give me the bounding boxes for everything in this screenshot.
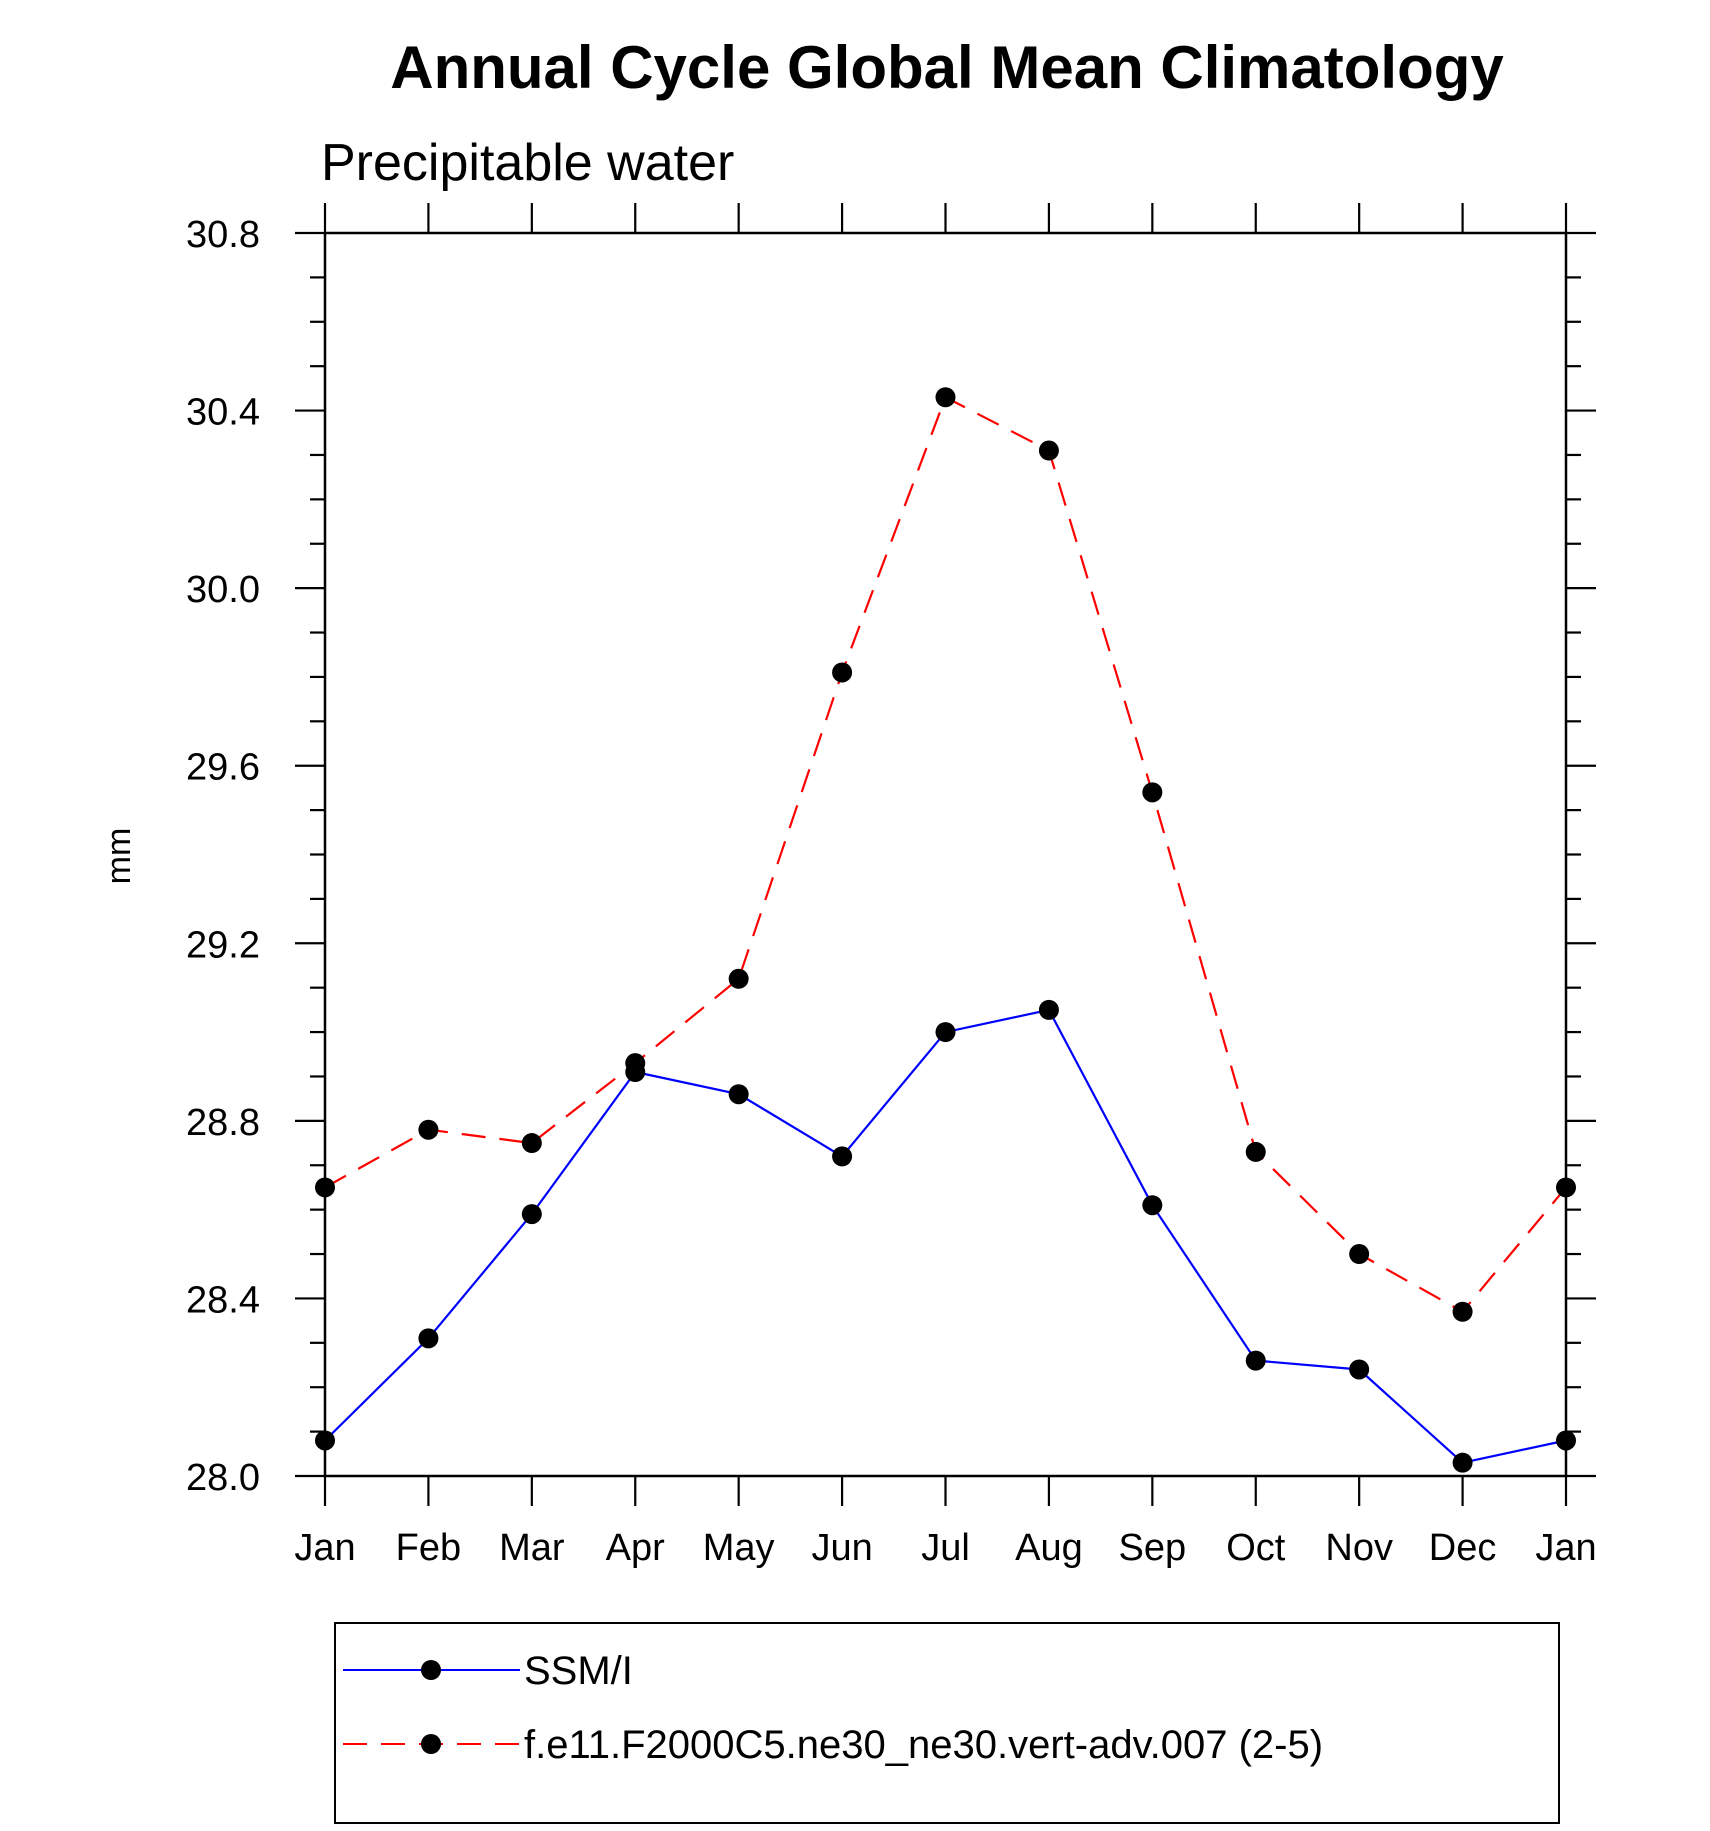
y-tick-label: 30.8 [186, 214, 260, 256]
data-point [1349, 1244, 1370, 1265]
plot-series [315, 387, 1576, 1473]
data-point [418, 1119, 439, 1140]
legend-label-model: f.e11.F2000C5.ne30_ne30.vert-adv.007 (2-… [524, 1723, 1323, 1767]
plot-frame [323, 231, 1568, 1478]
data-point [1142, 782, 1163, 803]
x-tick-label: May [703, 1527, 775, 1569]
data-point [728, 1084, 749, 1105]
data-point [1245, 1141, 1266, 1162]
series-line-0 [324, 1008, 1567, 1464]
y-tick-label: 29.2 [186, 924, 260, 966]
y-tick-label: 28.4 [186, 1279, 260, 1321]
chart-title: Annual Cycle Global Mean Climatology [390, 34, 1504, 101]
chart-subtitle: Precipitable water [321, 134, 734, 192]
data-point [1245, 1350, 1266, 1371]
x-tick-label: Jul [921, 1527, 970, 1569]
legend-marker-ssmi [421, 1660, 441, 1680]
data-point [1142, 1195, 1163, 1216]
data-point [728, 968, 749, 989]
x-tick-label: Sep [1119, 1527, 1187, 1569]
legend-label-ssmi: SSM/I [524, 1649, 633, 1693]
x-tick-labels: Jan Feb Mar Apr May Jun Jul Aug Sep Oct Nov Dec Jan [294, 1527, 1596, 1569]
x-tick-label: Jan [1535, 1527, 1596, 1569]
y-tick-label: 28.0 [186, 1457, 260, 1499]
data-point [1349, 1359, 1370, 1380]
x-tick-label: Jan [294, 1527, 355, 1569]
x-tick-label: Apr [606, 1527, 665, 1569]
x-tick-label: Nov [1325, 1527, 1393, 1569]
axis-ticks [295, 203, 1596, 1506]
x-tick-label: Aug [1015, 1527, 1083, 1569]
legend-entry-model: f.e11.F2000C5.ne30_ne30.vert-adv.007 (2-… [343, 1723, 1323, 1767]
y-tick-label: 30.0 [186, 569, 260, 611]
legend-marker-model [421, 1734, 441, 1754]
data-point [935, 1022, 956, 1043]
y-tick-labels: 28.0 28.4 28.8 29.2 29.6 30.0 30.4 30.8 [186, 214, 260, 1499]
y-tick-label: 30.4 [186, 392, 260, 434]
data-point [521, 1204, 542, 1225]
x-tick-label: Oct [1226, 1527, 1286, 1569]
x-tick-label: Jun [811, 1527, 872, 1569]
x-tick-label: Dec [1429, 1527, 1497, 1569]
data-point [832, 1146, 853, 1167]
y-tick-label: 29.6 [186, 747, 260, 789]
y-axis-label: mm [100, 828, 138, 885]
legend-entry-ssmi: SSM/I [343, 1649, 633, 1693]
series-line-1 [324, 395, 1567, 1314]
data-point [1038, 440, 1059, 461]
data-point [625, 1053, 646, 1074]
x-tick-label: Mar [499, 1527, 565, 1569]
data-point [418, 1328, 439, 1349]
y-tick-label: 28.8 [186, 1102, 260, 1144]
data-point [935, 387, 956, 408]
legend-box [334, 1622, 1560, 1824]
x-tick-label: Feb [396, 1527, 461, 1569]
data-point [1452, 1301, 1473, 1322]
data-point [1038, 999, 1059, 1020]
data-point [832, 662, 853, 683]
data-point [1452, 1452, 1473, 1473]
legend: SSM/I f.e11.F2000C5.ne30_ne30.vert-adv.0… [334, 1622, 1560, 1824]
data-point [521, 1133, 542, 1154]
